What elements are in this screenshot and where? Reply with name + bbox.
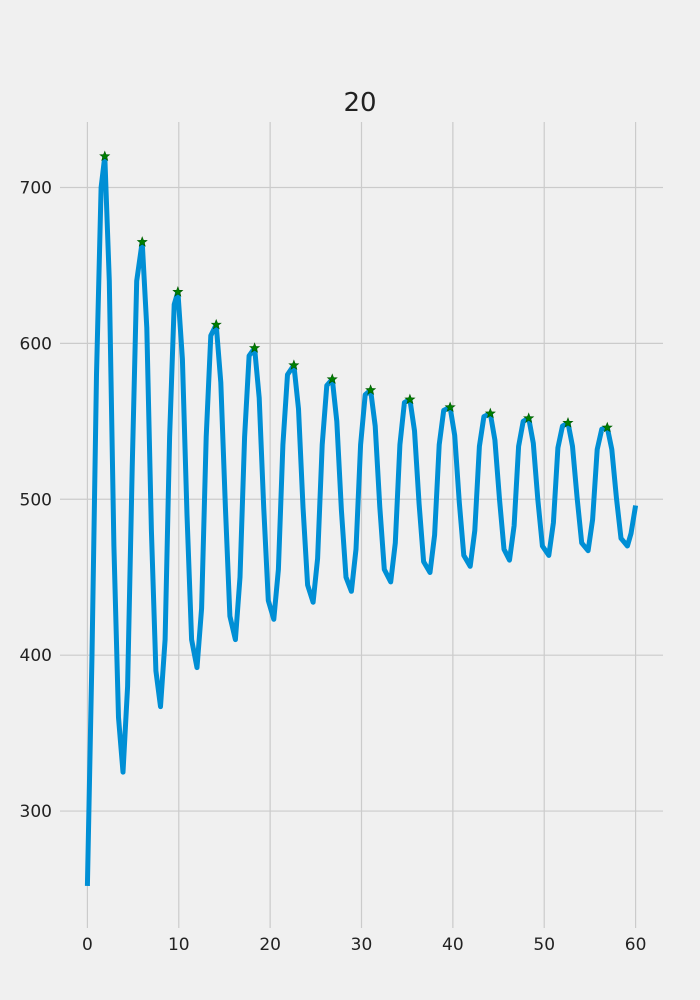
x-gridlines <box>86 122 637 928</box>
x-tick-label-4: 40 <box>442 935 464 955</box>
x-tick-label-1: 10 <box>168 935 190 955</box>
peak-marker-4 <box>248 342 261 353</box>
y-tick-labels: 300 400 500 600 700 <box>20 178 52 822</box>
y-tick-label-3: 600 <box>20 334 52 354</box>
peak-marker-6 <box>326 373 338 385</box>
series-line <box>84 153 639 886</box>
peak-marker-9 <box>444 401 456 412</box>
y-tick-label-0: 300 <box>20 802 52 822</box>
series-layer <box>84 153 639 886</box>
x-tick-label-3: 30 <box>351 935 373 955</box>
y-gridlines <box>60 186 663 812</box>
chart-title: 20 <box>343 88 376 118</box>
peak-marker-8 <box>404 393 416 405</box>
x-tick-label-0: 0 <box>82 935 93 955</box>
x-tick-labels: 0 10 20 30 40 50 60 <box>82 935 646 955</box>
peak-marker-3 <box>210 318 222 330</box>
peak-marker-7 <box>365 384 377 395</box>
x-tick-label-5: 50 <box>533 935 555 955</box>
peak-marker-12 <box>562 417 574 428</box>
peak-marker-13 <box>601 421 613 433</box>
y-tick-label-2: 500 <box>20 490 52 510</box>
marker-layer <box>99 150 613 433</box>
y-tick-label-4: 700 <box>20 178 52 198</box>
peak-marker-2 <box>172 286 184 297</box>
x-tick-label-6: 60 <box>625 935 647 955</box>
y-tick-label-1: 400 <box>20 646 52 666</box>
peak-marker-1 <box>136 236 148 247</box>
peak-marker-10 <box>484 407 496 419</box>
peak-marker-5 <box>288 359 300 370</box>
peak-marker-0 <box>99 150 111 161</box>
x-tick-label-2: 20 <box>259 935 281 955</box>
peak-marker-11 <box>523 412 535 424</box>
